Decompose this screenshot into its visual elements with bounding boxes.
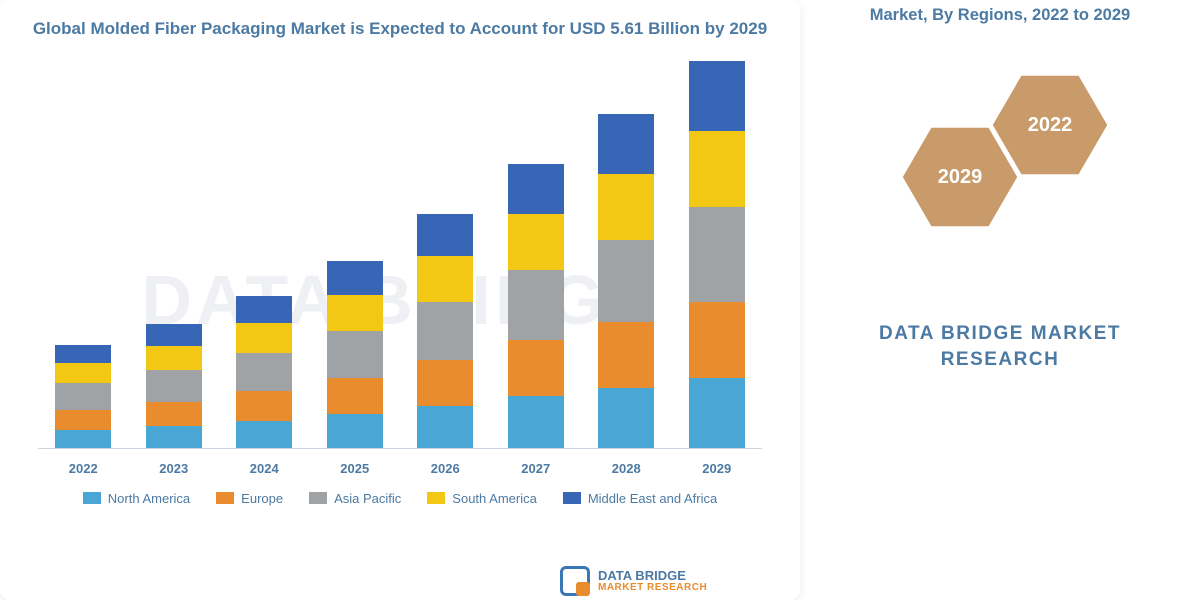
x-axis-label: 2022: [48, 461, 118, 476]
bar-segment: [598, 388, 654, 448]
bar-segment: [327, 295, 383, 331]
x-axis-label: 2023: [139, 461, 209, 476]
bar-segment: [598, 174, 654, 240]
bar-segment: [236, 353, 292, 391]
legend-item: Middle East and Africa: [563, 491, 717, 506]
legend-label: Middle East and Africa: [588, 491, 717, 506]
bar-segment: [508, 164, 564, 214]
bar-segment: [146, 324, 202, 346]
bar-column: 2024: [229, 296, 299, 448]
legend-item: Europe: [216, 491, 283, 506]
legend-swatch: [563, 492, 581, 504]
hexagon-label: 2029: [938, 166, 983, 189]
bar-segment: [689, 131, 745, 207]
bar-segment: [55, 410, 111, 430]
bar-segment: [236, 296, 292, 323]
x-axis-label: 2027: [501, 461, 571, 476]
brand-line1: DATA BRIDGE MARKET: [879, 321, 1121, 347]
brand-name: DATA BRIDGE MARKET RESEARCH: [879, 321, 1121, 372]
bar-segment: [508, 340, 564, 396]
footer-logo-line2: MARKET RESEARCH: [598, 583, 707, 594]
bar-segment: [598, 322, 654, 388]
bar-segment: [689, 378, 745, 448]
legend-label: Europe: [241, 491, 283, 506]
bar-stack: [689, 61, 745, 448]
legend-swatch: [216, 492, 234, 504]
legend-swatch: [309, 492, 327, 504]
hexagon-graphic: 2029 2022: [870, 55, 1130, 275]
bar-segment: [689, 207, 745, 302]
bar-segment: [327, 261, 383, 295]
bar-segment: [327, 331, 383, 378]
legend-item: North America: [83, 491, 190, 506]
bar-stack: [417, 214, 473, 448]
footer-logo-icon: [560, 566, 590, 596]
bar-column: 2025: [320, 261, 390, 448]
chart-panel: Global Molded Fiber Packaging Market is …: [0, 0, 800, 600]
bar-segment: [236, 323, 292, 353]
bar-segment: [55, 363, 111, 383]
bar-segment: [327, 378, 383, 414]
bar-segment: [508, 396, 564, 448]
legend: North America Europe Asia Pacific South Ame…: [28, 491, 772, 506]
legend-label: Asia Pacific: [334, 491, 401, 506]
bar-stack: [236, 296, 292, 448]
x-axis-label: 2025: [320, 461, 390, 476]
bar-segment: [146, 426, 202, 448]
bar-segment: [598, 240, 654, 322]
legend-label: South America: [452, 491, 537, 506]
bar-stack: [327, 261, 383, 448]
footer-logo: DATA BRIDGE MARKET RESEARCH: [560, 566, 707, 596]
bar-segment: [689, 61, 745, 131]
bar-segment: [689, 302, 745, 378]
x-axis-label: 2029: [682, 461, 752, 476]
legend-item: South America: [427, 491, 537, 506]
x-axis-label: 2026: [410, 461, 480, 476]
footer-logo-text: DATA BRIDGE MARKET RESEARCH: [598, 569, 707, 593]
bar-segment: [417, 302, 473, 360]
bar-stack: [55, 345, 111, 448]
bar-segment: [146, 370, 202, 402]
bar-segment: [236, 421, 292, 448]
bar-column: 2027: [501, 164, 571, 448]
hexagon: 2022: [990, 73, 1110, 177]
bar-segment: [417, 406, 473, 448]
bar-column: 2028: [591, 114, 661, 448]
bar-column: 2029: [682, 61, 752, 448]
x-axis-label: 2024: [229, 461, 299, 476]
bar-segment: [327, 414, 383, 448]
chart-title: Global Molded Fiber Packaging Market is …: [28, 18, 772, 41]
plot-area: 20222023202420252026202720282029: [38, 69, 762, 449]
bar-segment: [508, 214, 564, 270]
brand-line2: RESEARCH: [879, 347, 1121, 373]
bar-segment: [55, 430, 111, 448]
legend-swatch: [427, 492, 445, 504]
bar-segment: [417, 360, 473, 406]
x-axis-label: 2028: [591, 461, 661, 476]
bar-segment: [55, 345, 111, 363]
bar-segment: [508, 270, 564, 340]
bar-column: 2023: [139, 324, 209, 448]
legend-item: Asia Pacific: [309, 491, 401, 506]
bar-segment: [598, 114, 654, 174]
bar-stack: [146, 324, 202, 448]
side-panel-title: Market, By Regions, 2022 to 2029: [870, 6, 1130, 25]
bar-segment: [417, 256, 473, 302]
hexagon-label: 2022: [1028, 114, 1073, 137]
legend-label: North America: [108, 491, 190, 506]
side-panel: Market, By Regions, 2022 to 2029 2029202…: [800, 0, 1200, 600]
bar-column: 2022: [48, 345, 118, 448]
legend-swatch: [83, 492, 101, 504]
bar-column: 2026: [410, 214, 480, 448]
bar-segment: [146, 402, 202, 426]
bar-stack: [508, 164, 564, 448]
bar-segment: [417, 214, 473, 256]
bar-segment: [236, 391, 292, 421]
footer-logo-line1: DATA BRIDGE: [598, 569, 707, 583]
bar-stack: [598, 114, 654, 448]
bar-segment: [146, 346, 202, 370]
bar-segment: [55, 383, 111, 410]
